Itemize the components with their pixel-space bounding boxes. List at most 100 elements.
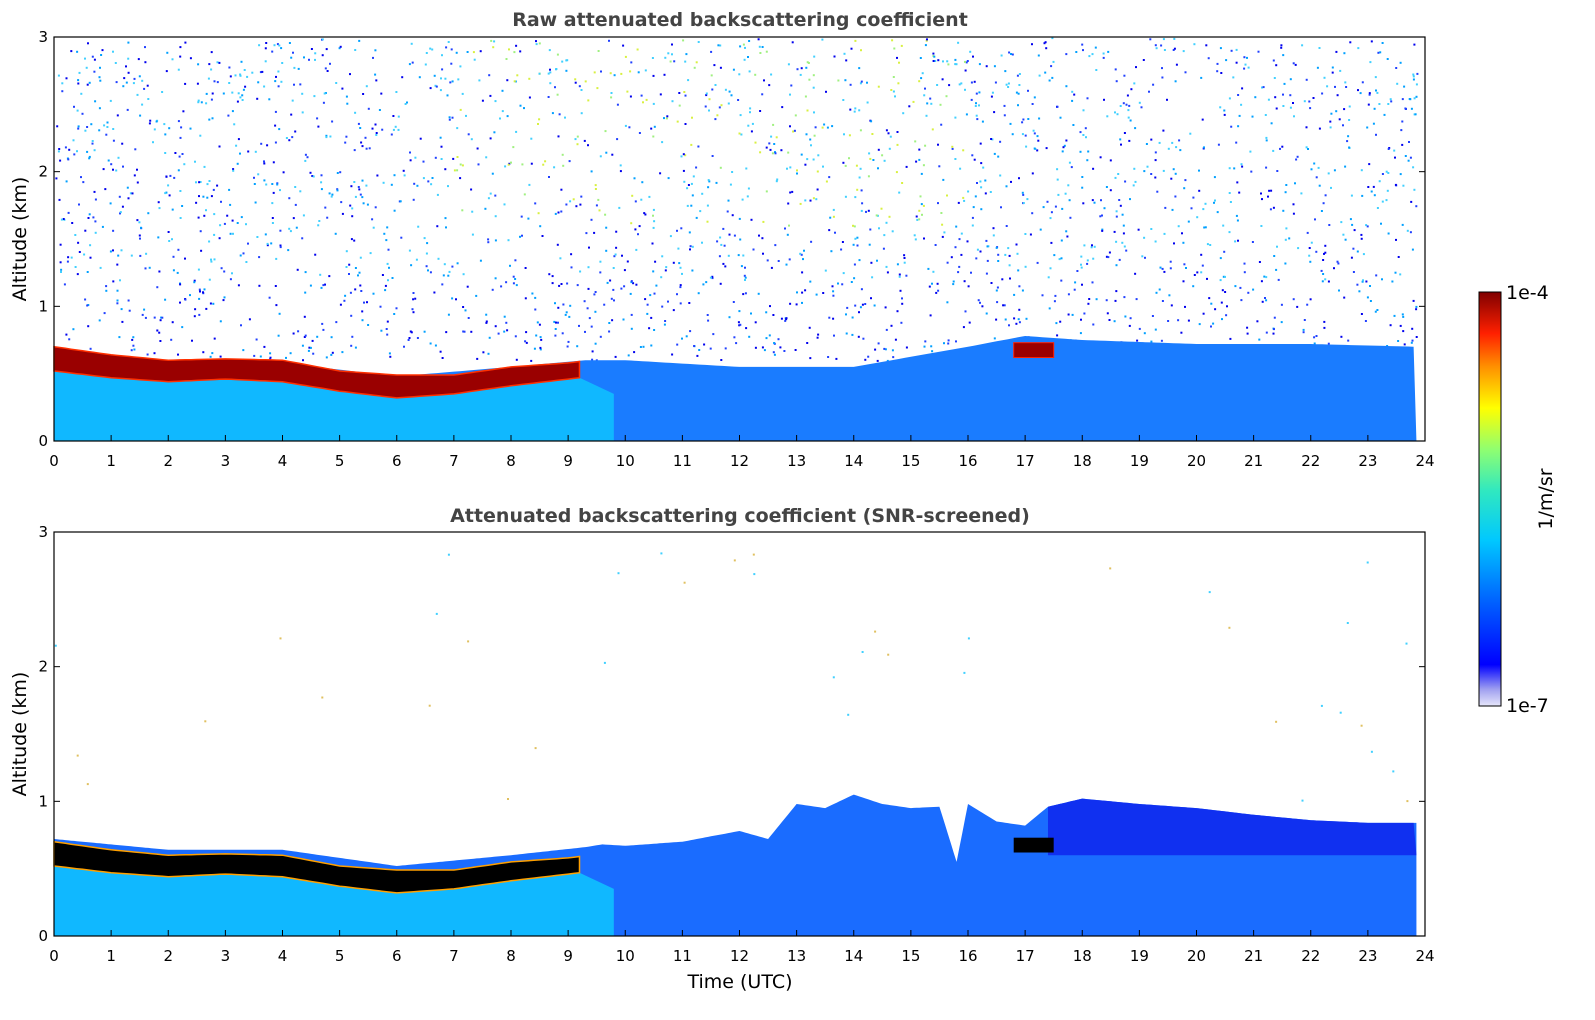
panel-screened-speckle [967,637,970,640]
panel-raw-noise-dot [1317,166,1320,169]
panel-raw-noise-dot [663,117,665,120]
panel-raw-noise-dot [412,292,415,294]
panel-raw-noise-dot [861,202,864,205]
panel-raw-noise-dot [888,147,891,150]
panel-raw-noise-dot [461,92,464,95]
panel-raw-noise-dot [840,248,843,251]
panel-raw-noise-dot [926,102,929,105]
panel-screened-speckle [467,640,470,643]
panel-raw-noise-dot [578,324,580,327]
panel-raw-noise-dot [1312,97,1315,99]
panel-raw-noise-dot [1102,52,1105,55]
panel-raw-noise-dot [587,287,590,290]
panel-raw-noise-dot [1015,322,1018,325]
panel-raw-noise-dot [738,132,741,135]
panel-raw-noise-dot [1064,192,1067,195]
panel-raw-noise-dot [325,134,328,137]
panel-raw-noise-dot [198,288,201,291]
panel-raw-noise-dot [980,186,983,189]
panel-raw-noise-dot [118,195,121,198]
panel-raw-noise-dot [448,270,451,273]
panel-raw-noise-dot [569,200,572,203]
panel-raw-noise-dot [503,203,506,206]
panel-raw-noise-dot [547,96,550,98]
panel-screened-plot-area [53,552,1417,936]
panel-raw-noise-dot [1067,184,1070,187]
panel-raw-noise-dot [91,55,94,58]
panel-raw-noise-dot [275,304,278,307]
panel-raw-noise-dot [1162,129,1165,132]
panel-screened-x-tick-label: 22 [1301,947,1320,965]
panel-raw-noise-dot [951,145,954,148]
panel-raw-noise-dot [1184,305,1186,308]
panel-raw-noise-dot [637,71,640,74]
panel-raw-noise-dot [679,286,682,289]
panel-raw-noise-dot [210,260,213,263]
panel-raw-noise-dot [1274,96,1277,99]
panel-raw-noise-dot [1171,208,1174,211]
panel-raw-noise-dot [485,320,488,323]
panel-raw-noise-dot [584,80,587,83]
panel-raw-noise-dot [671,100,674,103]
panel-raw-noise-dot [551,275,554,278]
panel-raw-noise-dot [861,303,864,306]
panel-raw-noise-dot [779,346,782,349]
panel-raw-noise-dot [711,155,714,157]
panel-raw-noise-dot [1182,50,1185,53]
panel-raw-noise-dot [711,275,714,278]
panel-raw-noise-dot [1366,225,1369,228]
panel-raw-noise-dot [902,112,905,115]
panel-raw-noise-dot [927,267,930,270]
panel-raw-noise-dot [858,176,861,179]
panel-raw-noise-dot [223,222,226,225]
panel-raw-noise-dot [71,222,74,224]
panel-raw-noise-dot [174,152,177,154]
panel-raw-noise-dot [807,62,810,64]
panel-raw-x-tick-label: 8 [506,452,516,470]
panel-raw-noise-dot [896,143,899,146]
panel-raw-noise-dot [554,302,556,305]
panel-screened-x-tick-label: 6 [392,947,402,965]
panel-raw-noise-dot [952,280,955,283]
panel-raw-noise-dot [1233,167,1236,170]
panel-screened-speckle [76,754,79,757]
panel-raw-noise-dot [918,158,921,161]
panel-raw-noise-dot [845,313,847,316]
panel-raw-noise-dot [724,347,727,350]
panel-raw-noise-dot [133,174,136,177]
panel-raw-noise-dot [339,303,342,306]
panel-raw-noise-dot [845,59,848,62]
panel-raw-x-tick-label: 13 [787,452,806,470]
panel-raw-noise-dot [536,321,539,324]
panel-raw-noise-dot [1121,213,1124,216]
panel-raw-noise-dot [334,232,337,235]
panel-raw-noise-dot [1302,331,1305,334]
panel-raw-noise-dot [664,56,667,59]
panel-raw-noise-dot [412,198,415,201]
panel-raw-noise-dot [1329,120,1332,123]
panel-raw-noise-dot [789,191,792,194]
panel-raw-noise-dot [1124,315,1127,318]
panel-raw-noise-dot [829,216,832,219]
panel-raw-noise-dot [1244,63,1247,66]
panel-raw-noise-dot [1216,62,1219,65]
panel-raw-noise-dot [1118,258,1121,261]
panel-raw-noise-dot [591,350,594,353]
panel-raw-noise-dot [881,154,884,157]
panel-screened-x-tick-label: 14 [844,947,863,965]
panel-raw-noise-dot [684,154,687,157]
panel-raw-noise-dot [1214,199,1216,202]
panel-raw-noise-dot [125,81,128,84]
panel-raw-noise-dot [733,336,736,339]
panel-raw-noise-dot [969,50,972,53]
panel-raw-noise-dot [954,246,957,249]
panel-raw-noise-dot [1075,51,1078,53]
panel-raw-noise-dot [597,50,600,52]
panel-raw-noise-dot [995,318,998,321]
panel-raw-noise-dot [1105,186,1108,188]
panel-raw-noise-dot [758,234,760,237]
panel-raw-noise-dot [698,349,701,351]
panel-raw-noise-dot [80,92,83,95]
panel-raw-noise-dot [68,148,71,151]
panel-raw-noise-dot [1225,314,1228,317]
